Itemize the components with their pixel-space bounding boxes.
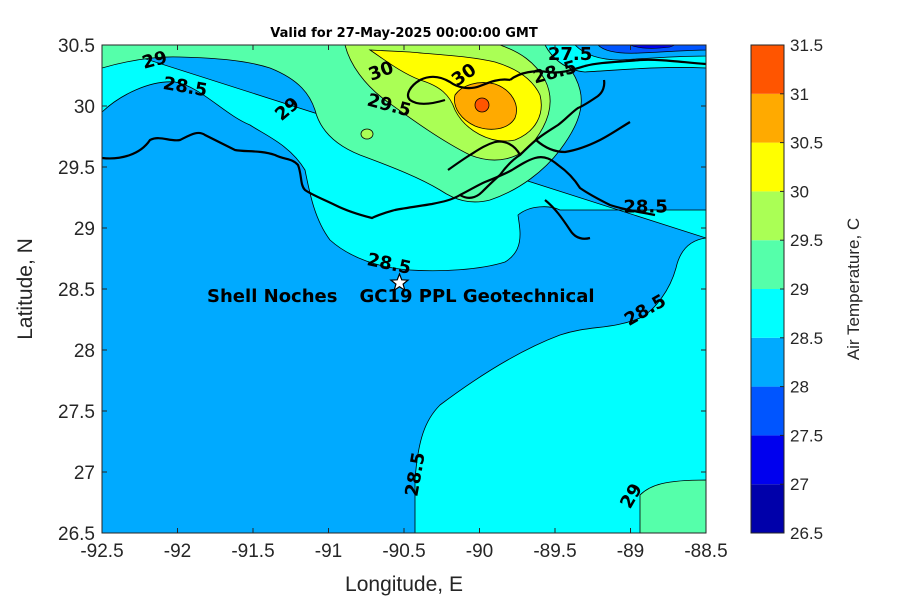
site-star-icon bbox=[389, 272, 410, 292]
band-ne-27.5 bbox=[597, 45, 706, 54]
colorbar-tick-label: 27.5 bbox=[790, 426, 823, 445]
x-axis-ticks: -92.5 -92 -91.5 -91 -90.5 -90 -89.5 -89 -88.5 bbox=[80, 45, 728, 562]
band-29-29.5-se bbox=[639, 479, 706, 533]
colorbar-swatch bbox=[751, 240, 784, 289]
colorbar-swatch bbox=[751, 289, 784, 338]
band-ne-27 bbox=[629, 45, 676, 49]
y-tick-label: 29 bbox=[74, 219, 95, 240]
y-axis-ticks: 30.5 30 29.5 29 28.5 28 27.5 27 26.5 bbox=[58, 36, 706, 545]
colorbar-tick-label: 26.5 bbox=[790, 524, 823, 543]
chart-title: Valid for 27-May-2025 00:00:00 GMT bbox=[270, 26, 538, 41]
colorbar-tick-label: 31 bbox=[790, 85, 809, 104]
colorbar-swatch bbox=[751, 386, 784, 436]
colorbar-swatch bbox=[751, 93, 784, 143]
x-tick-label: -89 bbox=[617, 541, 644, 562]
x-tick-label: -89.5 bbox=[533, 541, 576, 562]
x-axis-label: Longitude, E bbox=[345, 573, 463, 596]
band-28.5-29 bbox=[102, 45, 706, 533]
x-tick-label: -92.5 bbox=[80, 541, 123, 562]
y-tick-label: 28.5 bbox=[58, 280, 95, 301]
x-tick-label: -91.5 bbox=[231, 541, 274, 562]
colorbar-tick-label: 30.5 bbox=[790, 134, 823, 153]
colorbar-tick-label: 30 bbox=[790, 182, 809, 201]
colorbar-swatch bbox=[751, 45, 784, 94]
y-tick-label: 29.5 bbox=[58, 158, 95, 179]
y-tick-label: 30 bbox=[74, 97, 95, 118]
small-blob bbox=[360, 128, 374, 140]
colorbar-tick-label: 31.5 bbox=[790, 36, 823, 55]
y-tick-label: 27.5 bbox=[58, 402, 95, 423]
coastline bbox=[102, 58, 706, 240]
contour-label: 27.5 bbox=[548, 44, 592, 65]
colorbar-swatch bbox=[751, 337, 784, 387]
site-marker bbox=[389, 272, 410, 292]
colorbar-label: Air Temperature, C bbox=[844, 218, 863, 360]
colorbar-swatch bbox=[751, 435, 784, 485]
colorbar bbox=[750, 44, 785, 534]
plot-area bbox=[102, 45, 706, 533]
y-tick-label: 26.5 bbox=[58, 524, 95, 545]
x-tick-label: -90.5 bbox=[382, 541, 425, 562]
band-31-31.5 bbox=[474, 97, 490, 113]
colorbar-ticks: 31.5 31 30.5 30 29.5 29 28.5 28 27.5 27 26.5 bbox=[780, 36, 823, 543]
x-tick-label: -91 bbox=[315, 541, 342, 562]
contour-label: 28.5 bbox=[623, 196, 667, 217]
colorbar-swatch bbox=[751, 484, 784, 533]
site-label-left: Shell Noches bbox=[207, 286, 337, 307]
x-tick-label: -90 bbox=[466, 541, 493, 562]
colorbar-swatch bbox=[751, 191, 784, 241]
x-tick-label: -92 bbox=[164, 541, 191, 562]
y-tick-label: 30.5 bbox=[58, 36, 95, 57]
colorbar-swatch bbox=[751, 142, 784, 192]
colorbar-tick-label: 29.5 bbox=[790, 231, 823, 250]
colorbar-tick-label: 28.5 bbox=[790, 329, 823, 348]
y-tick-label: 28 bbox=[74, 341, 95, 362]
y-axis-label: Latitude, N bbox=[14, 238, 37, 340]
x-tick-label: -88.5 bbox=[684, 541, 727, 562]
y-tick-label: 27 bbox=[74, 463, 95, 484]
site-label-right: GC19 PPL Geotechnical bbox=[359, 286, 594, 307]
colorbar-tick-label: 27 bbox=[790, 475, 809, 494]
colorbar-tick-label: 28 bbox=[790, 378, 809, 397]
colorbar-tick-label: 29 bbox=[790, 280, 809, 299]
